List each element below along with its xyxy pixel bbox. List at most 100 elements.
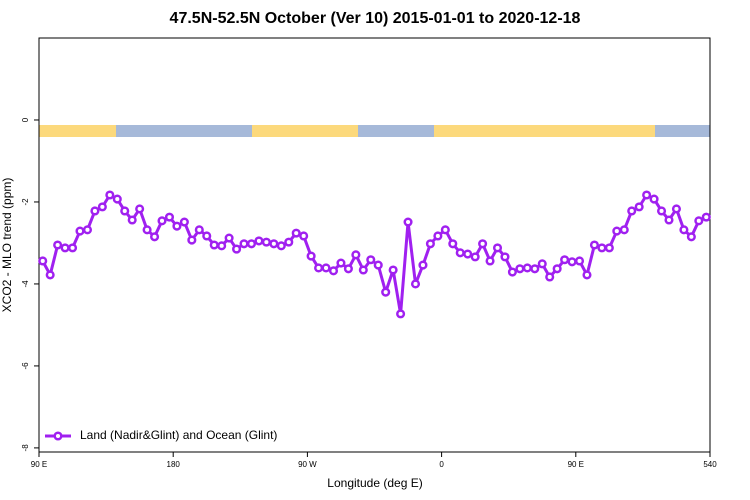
data-point <box>284 237 294 247</box>
data-point <box>701 212 711 222</box>
data-point <box>299 231 309 241</box>
data-point <box>403 217 413 227</box>
data-point <box>82 225 93 235</box>
data-point <box>120 206 130 216</box>
y-tick-label: -8 <box>21 444 30 452</box>
data-point <box>597 243 607 253</box>
data-point <box>515 264 525 274</box>
y-axis-title: XCO2 - MLO trend (ppm) <box>0 178 14 313</box>
data-point <box>194 225 204 235</box>
data-point <box>463 249 473 259</box>
x-tick-label: 0 <box>439 460 444 469</box>
data-point <box>276 241 286 251</box>
data-point <box>560 255 570 265</box>
data-point <box>187 235 197 245</box>
data-point <box>485 256 495 266</box>
data-point <box>112 194 122 204</box>
data-point <box>105 190 115 200</box>
data-point <box>619 225 629 235</box>
data-point <box>664 215 674 225</box>
legend-marker <box>53 431 63 441</box>
data-point <box>574 256 585 266</box>
data-point <box>530 264 540 274</box>
data-point <box>150 232 160 242</box>
data-point <box>97 202 107 212</box>
data-point <box>582 270 592 280</box>
data-point <box>552 264 562 274</box>
data-point <box>202 231 212 241</box>
data-point <box>448 239 458 249</box>
data-point <box>254 236 264 246</box>
data-point <box>53 240 63 250</box>
data-point <box>232 244 242 254</box>
data-point <box>589 240 599 250</box>
land-segment <box>434 125 655 137</box>
data-point <box>425 239 435 249</box>
data-point <box>217 241 227 251</box>
data-point <box>269 239 279 249</box>
data-point <box>224 233 234 243</box>
data-point <box>142 225 152 235</box>
data-point <box>328 266 339 276</box>
data-point <box>634 202 644 212</box>
data-point <box>507 267 517 277</box>
data-point <box>366 255 376 265</box>
x-axis-title: Longitude (deg E) <box>327 476 422 490</box>
data-point <box>314 263 324 273</box>
x-tick-label: 540 <box>703 460 717 469</box>
data-point <box>455 248 465 258</box>
y-tick-label: -2 <box>21 198 30 206</box>
data-point <box>686 232 696 242</box>
ocean-segment <box>655 125 710 137</box>
data-point <box>433 231 443 241</box>
data-point <box>656 206 667 216</box>
data-point <box>478 239 488 249</box>
data-point <box>45 270 55 280</box>
chart-title: 47.5N-52.5N October (Ver 10) 2015-01-01 … <box>170 10 581 27</box>
data-point <box>522 263 532 273</box>
data-point <box>291 228 301 238</box>
data-point <box>343 264 353 274</box>
data-point <box>38 256 48 266</box>
data-point <box>164 212 175 222</box>
data-point <box>321 263 331 273</box>
data-point <box>612 226 622 236</box>
data-point <box>90 206 100 216</box>
data-point <box>694 216 704 226</box>
data-point <box>373 260 383 270</box>
data-point <box>351 250 361 260</box>
ocean-segment <box>116 125 252 137</box>
data-point <box>172 221 182 231</box>
data-point <box>127 215 137 225</box>
data-point <box>418 260 428 270</box>
land-segment <box>252 125 358 137</box>
data-point <box>157 216 167 226</box>
data-point <box>209 240 219 250</box>
data-point <box>179 217 189 227</box>
x-tick-label: 90 W <box>298 460 317 469</box>
data-point <box>492 243 503 253</box>
x-tick-label: 90 E <box>31 460 47 469</box>
x-tick-label: 90 E <box>568 460 584 469</box>
data-point <box>261 237 271 247</box>
data-point <box>604 243 614 253</box>
land-segment <box>39 125 116 137</box>
data-point <box>358 265 368 275</box>
data-point <box>336 258 346 268</box>
data-point <box>470 252 480 262</box>
data-point <box>75 226 85 236</box>
data-point <box>381 287 391 297</box>
legend-label: Land (Nadir&Glint) and Ocean (Glint) <box>80 428 277 442</box>
data-point <box>410 279 421 289</box>
y-tick-label: -4 <box>21 280 30 288</box>
data-point <box>545 272 555 282</box>
data-point <box>500 252 510 262</box>
data-point <box>388 265 398 275</box>
data-point <box>60 243 70 253</box>
data-point <box>440 225 450 235</box>
data-point <box>649 194 659 204</box>
data-point <box>537 259 547 269</box>
data-point <box>567 257 577 267</box>
